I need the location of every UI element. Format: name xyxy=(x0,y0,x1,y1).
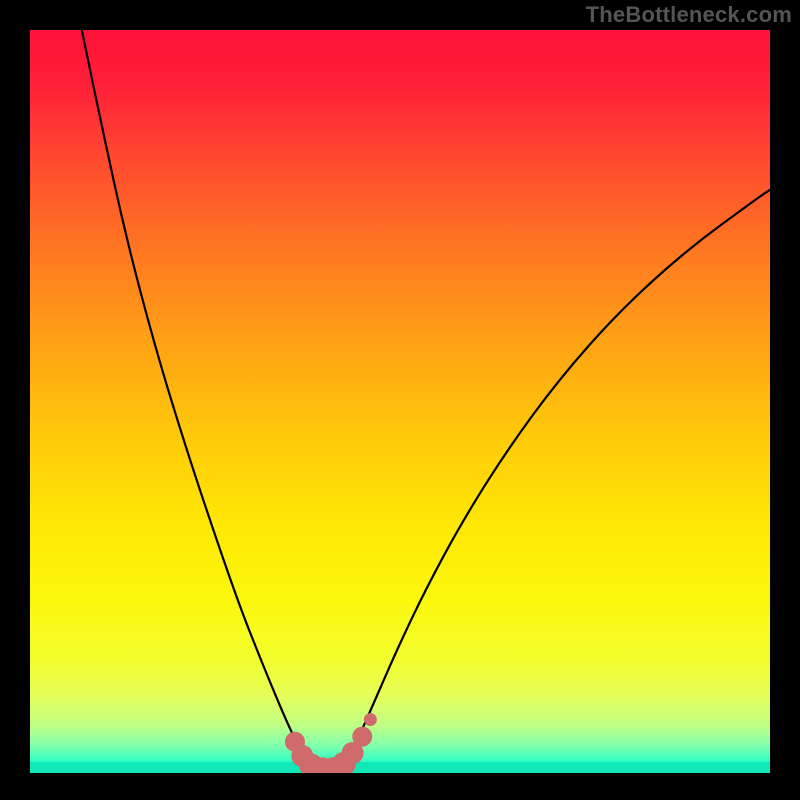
gradient-bg xyxy=(30,30,770,762)
bottom-band-group xyxy=(30,762,770,773)
plot-area xyxy=(30,30,770,773)
bottom-band xyxy=(30,762,770,773)
watermark: TheBottleneck.com xyxy=(586,2,792,28)
